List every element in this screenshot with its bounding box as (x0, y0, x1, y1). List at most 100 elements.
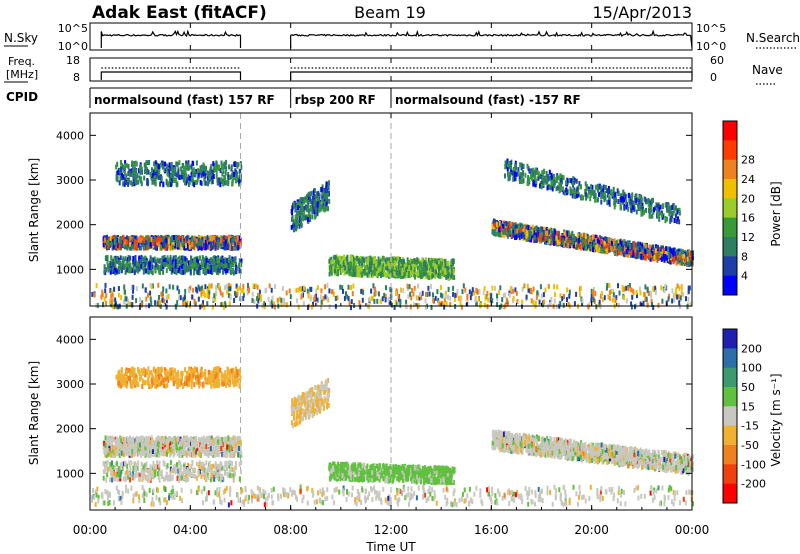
data-cell (117, 243, 120, 249)
data-cell (573, 191, 576, 197)
data-cell (215, 236, 218, 242)
data-cell (630, 193, 633, 199)
data-cell (353, 263, 356, 269)
data-cell (616, 188, 619, 194)
data-cell (213, 235, 216, 241)
data-cell (675, 251, 678, 256)
data-cell (203, 235, 206, 241)
data-cell (239, 269, 242, 275)
data-cell (168, 264, 170, 269)
data-cell (233, 161, 236, 167)
data-cell (159, 264, 162, 270)
data-cell (640, 211, 643, 217)
data-cell (137, 242, 140, 248)
data-cell (232, 262, 235, 268)
data-cell (160, 244, 162, 250)
data-cell (177, 173, 180, 179)
data-cell (132, 162, 135, 168)
data-cell (548, 169, 551, 175)
data-cell (584, 233, 587, 239)
data-cell (187, 260, 190, 266)
data-cell (375, 260, 378, 266)
data-cell (553, 240, 555, 246)
data-cell (146, 269, 149, 275)
data-cell (575, 244, 578, 250)
data-cell (229, 245, 231, 251)
data-cell (107, 240, 110, 246)
data-cell (587, 188, 590, 194)
data-cell (135, 267, 138, 273)
data-cell (200, 259, 203, 265)
data-cell (578, 291, 581, 297)
data-cell (182, 265, 185, 271)
data-cell (238, 235, 241, 241)
data-cell (571, 193, 574, 199)
data-cell (346, 254, 349, 260)
data-cell (181, 237, 184, 243)
data-cell (107, 237, 110, 243)
data-cell (350, 299, 353, 305)
data-cell (141, 256, 144, 262)
data-cell (218, 164, 220, 170)
data-cell (217, 243, 220, 249)
data-cell (149, 172, 152, 177)
data-cell (212, 174, 215, 179)
data-cell (675, 213, 677, 219)
data-cell (139, 258, 142, 264)
data-cell (226, 258, 229, 263)
data-cell (600, 239, 603, 245)
data-cell (221, 237, 224, 243)
data-cell (130, 238, 133, 244)
data-cell (384, 258, 387, 264)
data-cell (669, 208, 671, 214)
data-cell (104, 288, 107, 294)
data-cell (537, 175, 540, 181)
data-cell (112, 244, 115, 250)
data-cell (142, 244, 145, 250)
data-cell (552, 183, 555, 189)
data-cell (130, 266, 133, 272)
cpid-strip: CPID normalsound (fast) 157 RF rbsp 200 R… (6, 87, 692, 108)
data-cell (373, 270, 376, 276)
data-cell (544, 230, 547, 236)
beam-title: Beam 19 (354, 3, 426, 22)
data-cell (172, 243, 175, 249)
data-cell (290, 208, 293, 214)
data-cell (115, 269, 118, 275)
data-cell (95, 283, 98, 289)
data-cell (577, 238, 580, 244)
data-cell (325, 201, 328, 207)
data-cell (134, 245, 137, 251)
data-cell (660, 212, 663, 218)
data-cell (150, 236, 153, 242)
data-cell (508, 228, 511, 234)
data-cell (188, 176, 191, 181)
data-cell (103, 264, 106, 270)
data-cell (135, 168, 137, 174)
data-cell (570, 188, 573, 194)
data-cell (323, 194, 326, 200)
data-cell (232, 237, 235, 242)
data-cell (166, 255, 169, 261)
data-cell (394, 260, 397, 266)
data-cell (556, 284, 559, 290)
data-cell (291, 216, 293, 222)
data-cell (604, 236, 607, 242)
data-cell (393, 271, 396, 277)
data-cell (184, 267, 187, 273)
data-cell (309, 204, 312, 210)
data-cell (407, 260, 409, 266)
data-cell (194, 262, 197, 268)
data-cell (118, 180, 121, 186)
data-cell (178, 160, 181, 166)
cpid-segment-label: normalsound (fast) -157 RF (395, 93, 581, 107)
data-cell (680, 283, 683, 289)
freq-label: Freq. (8, 55, 35, 68)
data-cell (178, 265, 181, 271)
data-cell (556, 239, 559, 245)
data-cell (193, 182, 196, 188)
data-cell (528, 177, 531, 183)
data-cell (317, 190, 320, 196)
data-cell (222, 258, 225, 264)
data-cell (308, 196, 311, 202)
